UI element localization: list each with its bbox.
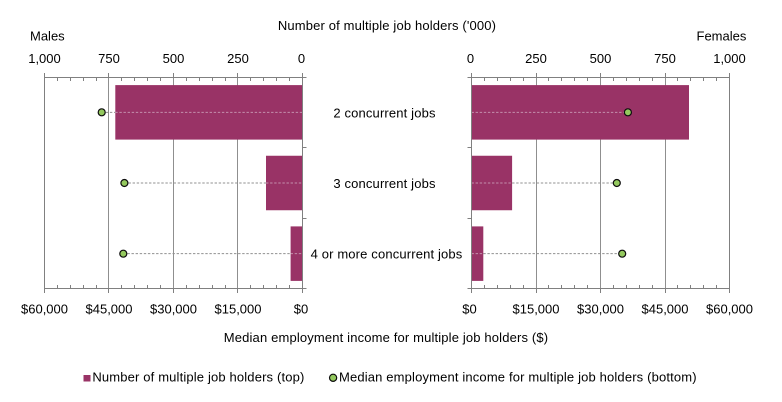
svg-text:750: 750 [98, 51, 120, 66]
svg-text:1,000: 1,000 [713, 51, 746, 66]
svg-text:$60,000: $60,000 [706, 302, 753, 317]
svg-text:Females: Females [697, 29, 747, 44]
svg-text:250: 250 [525, 51, 547, 66]
svg-text:Median employment income for m: Median employment income for multiple jo… [339, 370, 697, 385]
svg-text:2 concurrent jobs: 2 concurrent jobs [333, 105, 436, 120]
svg-text:3 concurrent jobs: 3 concurrent jobs [333, 176, 436, 191]
svg-text:500: 500 [590, 51, 612, 66]
svg-text:$45,000: $45,000 [642, 302, 689, 317]
svg-text:Males: Males [30, 29, 65, 44]
svg-text:$30,000: $30,000 [577, 302, 624, 317]
svg-text:$15,000: $15,000 [215, 302, 262, 317]
svg-text:$0: $0 [462, 302, 476, 317]
svg-text:500: 500 [163, 51, 185, 66]
svg-text:$30,000: $30,000 [150, 302, 197, 317]
svg-text:1,000: 1,000 [28, 51, 61, 66]
svg-text:$45,000: $45,000 [86, 302, 133, 317]
svg-text:250: 250 [227, 51, 249, 66]
svg-text:$60,000: $60,000 [21, 302, 68, 317]
svg-text:$0: $0 [294, 302, 308, 317]
svg-text:0: 0 [298, 51, 305, 66]
svg-text:Number of multiple job holders: Number of multiple job holders (top) [92, 370, 304, 385]
svg-text:Number of multiple job holders: Number of multiple job holders ('000) [278, 18, 496, 33]
svg-text:750: 750 [654, 51, 676, 66]
svg-text:$15,000: $15,000 [513, 302, 560, 317]
svg-text:Median employment income for m: Median employment income for multiple jo… [224, 330, 548, 345]
svg-text:4 or more concurrent jobs: 4 or more concurrent jobs [311, 247, 463, 262]
svg-text:0: 0 [467, 51, 474, 66]
